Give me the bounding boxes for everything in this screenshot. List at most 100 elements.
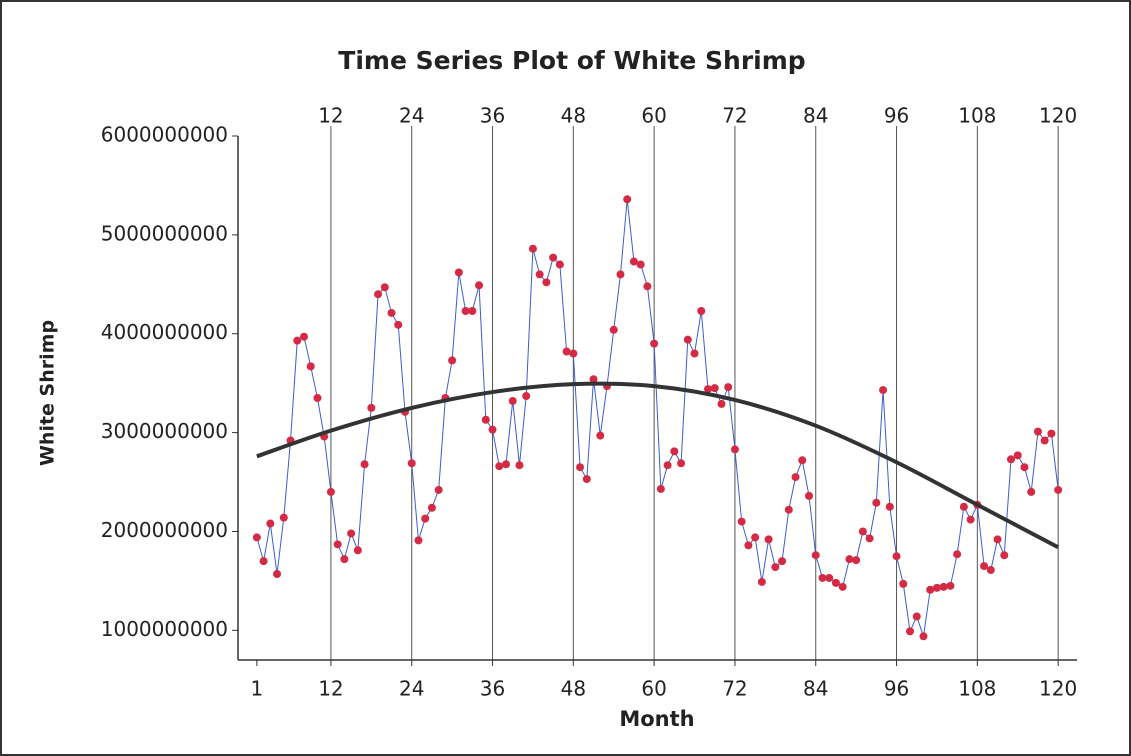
data-point [865,534,874,543]
data-point [589,375,598,384]
data-point [845,555,854,564]
data-point [1054,485,1063,494]
data-point [609,325,618,334]
data-point [764,535,773,544]
data-point [966,515,975,524]
data-point [488,425,497,434]
data-point [367,403,376,412]
data-point [1040,436,1049,445]
data-point [576,463,585,472]
reference-label: 120 [1039,104,1077,128]
data-point [629,257,638,266]
data-point [616,270,625,279]
data-point [562,347,571,356]
reference-label: 96 [884,104,909,128]
data-point [791,473,800,482]
data-point [448,356,457,365]
data-point [421,514,430,523]
reference-label: 108 [958,104,996,128]
x-tick-label: 24 [399,677,424,701]
data-point [717,399,726,408]
data-point [522,392,531,401]
x-tick-label: 120 [1039,677,1077,701]
data-point [326,487,335,496]
y-tick-label: 2000000000 [101,518,228,542]
data-point [1013,451,1022,460]
data-point [508,396,517,405]
x-tick-label: 1 [250,677,263,701]
data-point [555,260,564,269]
data-point [697,306,706,315]
data-point [414,536,423,545]
data-point [259,557,268,566]
data-point [1047,429,1056,438]
data-point [879,386,888,395]
data-point [872,498,881,507]
y-axis-label: White Shrimp [37,320,59,466]
data-point [1000,551,1009,560]
data-point [495,462,504,471]
data-point [380,283,389,292]
data-point [993,535,1002,544]
data-point [771,563,780,572]
data-point [744,541,753,550]
data-point [892,552,901,561]
data-point [1033,427,1042,436]
y-tick-label: 3000000000 [101,419,228,443]
data-point [885,502,894,511]
data-point [528,244,537,253]
x-tick-label: 96 [884,677,909,701]
data-point [569,349,578,358]
data-point [986,566,995,575]
data-point [481,415,490,424]
data-point [838,582,847,591]
data-point [798,456,807,465]
data-point [542,278,551,287]
data-point [515,461,524,470]
x-axis-label: Month [619,707,694,731]
reference-label: 84 [803,104,828,128]
data-point [306,362,315,371]
data-point [468,306,477,315]
data-point [939,582,948,591]
data-point [919,632,928,641]
data-point [333,540,342,549]
data-point [623,195,632,204]
data-point [757,577,766,586]
x-tick-label: 108 [958,677,996,701]
trend-line [256,381,1060,550]
data-point [650,339,659,348]
data-point [704,385,713,394]
reference-label: 36 [480,104,505,128]
data-point [852,556,861,565]
x-tick-label: 36 [480,677,505,701]
data-point [831,578,840,587]
data-point [1007,455,1016,464]
data-point [953,550,962,559]
data-point [299,332,308,341]
x-tick-label: 72 [722,677,747,701]
data-point [273,569,282,578]
data-point [407,459,416,468]
data-point [387,308,396,317]
reference-label: 24 [399,104,424,128]
y-tick-label: 5000000000 [101,221,228,245]
data-point [784,505,793,514]
data-point [690,349,699,358]
data-point [535,270,544,279]
x-tick-label: 60 [641,677,666,701]
data-point [946,581,955,590]
data-point [643,282,652,291]
data-point [663,461,672,470]
data-point [549,253,558,262]
data-point [340,555,349,564]
data-point [279,513,288,522]
data-point [670,447,679,456]
data-point [252,533,261,542]
data-point [737,517,746,526]
data-point [596,431,605,440]
chart-title: Time Series Plot of White Shrimp [338,46,805,75]
data-point [475,281,484,290]
